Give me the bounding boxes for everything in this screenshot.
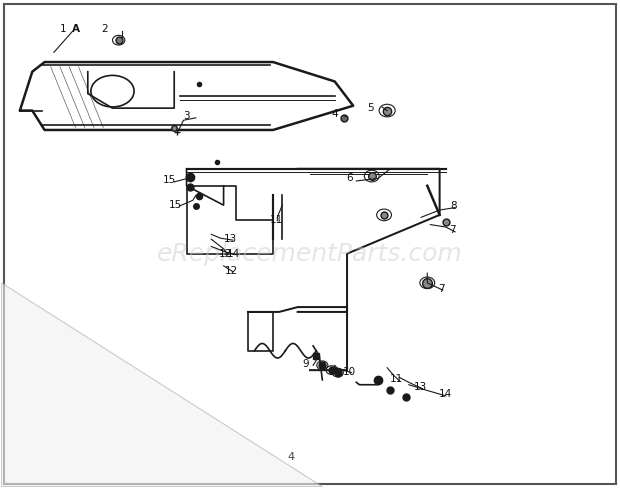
Text: 15: 15 [169,200,182,210]
Text: 14: 14 [438,389,451,399]
Text: 12: 12 [219,249,232,259]
Polygon shape [1,283,322,487]
Text: 2: 2 [102,24,108,34]
Text: 11: 11 [270,215,283,225]
Text: 7: 7 [438,284,445,294]
Text: 7: 7 [449,225,456,235]
Text: 13: 13 [414,382,427,392]
Text: 1: 1 [60,24,66,34]
Text: 6: 6 [346,174,352,183]
Text: 11: 11 [390,374,404,384]
Text: 12: 12 [225,265,238,276]
Text: 4: 4 [331,109,338,119]
Text: A: A [72,24,80,34]
Text: 3: 3 [184,111,190,121]
Text: eReplacementParts.com: eReplacementParts.com [157,242,463,265]
Text: 10: 10 [343,366,356,377]
Text: 5: 5 [367,103,373,113]
Text: 9: 9 [303,359,309,369]
Text: 8: 8 [450,201,457,211]
Text: 15: 15 [163,175,176,185]
Text: 13: 13 [224,234,237,244]
Text: 14: 14 [227,249,240,259]
Text: 4: 4 [288,452,295,463]
